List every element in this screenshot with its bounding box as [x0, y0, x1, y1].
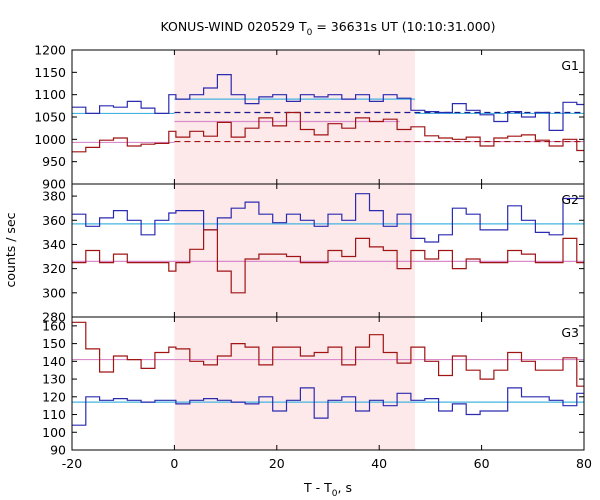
burst-interval-highlight — [174, 317, 416, 450]
panel-label: G3 — [561, 325, 579, 340]
y-tick-label: 130 — [42, 372, 66, 387]
panel-data — [72, 321, 584, 426]
y-tick-label: 950 — [42, 154, 66, 169]
x-tick-label: 0 — [170, 456, 178, 471]
y-tick-label: 900 — [42, 177, 66, 192]
panel-label: G1 — [561, 58, 579, 73]
x-axis-label: T - T0, s — [303, 480, 352, 499]
panel-g2: 280 300 320 340 360 380 G2 — [42, 183, 585, 325]
panel-label: G2 — [561, 192, 579, 207]
series-line-2 — [72, 111, 584, 153]
chart-title-rest: = 36631s UT (10:10:31.000) — [312, 19, 495, 34]
y-tick-label: 1000 — [34, 132, 66, 147]
y-tick-label: 380 — [42, 189, 66, 204]
x-axis-label-main: T - T — [303, 480, 332, 495]
x-tick-label: 40 — [371, 456, 387, 471]
panel-frame — [71, 316, 585, 451]
y-tick-label: 320 — [42, 261, 66, 276]
chart-title: KONUS-WIND 020529 T0 = 36631s UT (10:10:… — [160, 19, 495, 38]
y-tick-label: 90 — [50, 443, 66, 458]
series-line-2 — [72, 229, 584, 294]
series-line-1 — [72, 387, 584, 426]
y-axis-label: counts / sec — [3, 212, 18, 287]
y-tick-label: 300 — [42, 285, 66, 300]
series-line-1 — [72, 74, 584, 131]
burst-interval-highlight — [174, 50, 416, 184]
y-tick-label: 280 — [42, 310, 66, 325]
chart-title-main: KONUS-WIND 020529 T — [160, 19, 306, 34]
burst-interval-highlight — [174, 184, 416, 317]
y-tick-label: 340 — [42, 237, 66, 252]
y-tick-label: 1100 — [34, 87, 66, 102]
x-axis-label-rest: , s — [338, 480, 352, 495]
y-tick-label: 1200 — [34, 43, 66, 58]
chart-title-subscript: 0 — [307, 28, 313, 38]
y-tick-label: 360 — [42, 213, 66, 228]
x-axis-label-subscript: 0 — [332, 489, 338, 499]
plot-area: 90095010001050110011501200G1280300320340… — [34, 43, 592, 472]
x-tick-label: 60 — [474, 456, 490, 471]
series-line-1 — [72, 193, 584, 243]
y-tick-label: 120 — [42, 389, 66, 404]
y-tick-label: 160 — [42, 318, 66, 333]
y-tick-label: 140 — [42, 354, 66, 369]
y-tick-label: 100 — [42, 425, 66, 440]
y-tick-label: 150 — [42, 336, 66, 351]
series-line-2 — [72, 321, 584, 387]
x-tick-label: -20 — [62, 456, 82, 471]
y-tick-label: 1150 — [34, 65, 66, 80]
panel-data — [72, 74, 584, 153]
y-tick-label: 110 — [42, 407, 66, 422]
panel-data — [72, 193, 584, 294]
x-tick-label: 80 — [576, 456, 592, 471]
y-tick-label: 1050 — [34, 110, 66, 125]
panel-g3: 90 100 110 120 130 140 150 160 G3 — [42, 316, 585, 458]
x-tick-label: 20 — [269, 456, 285, 471]
panel-g1: 900 950 1000 1050 1100 1150 1200 G1 — [34, 43, 585, 192]
